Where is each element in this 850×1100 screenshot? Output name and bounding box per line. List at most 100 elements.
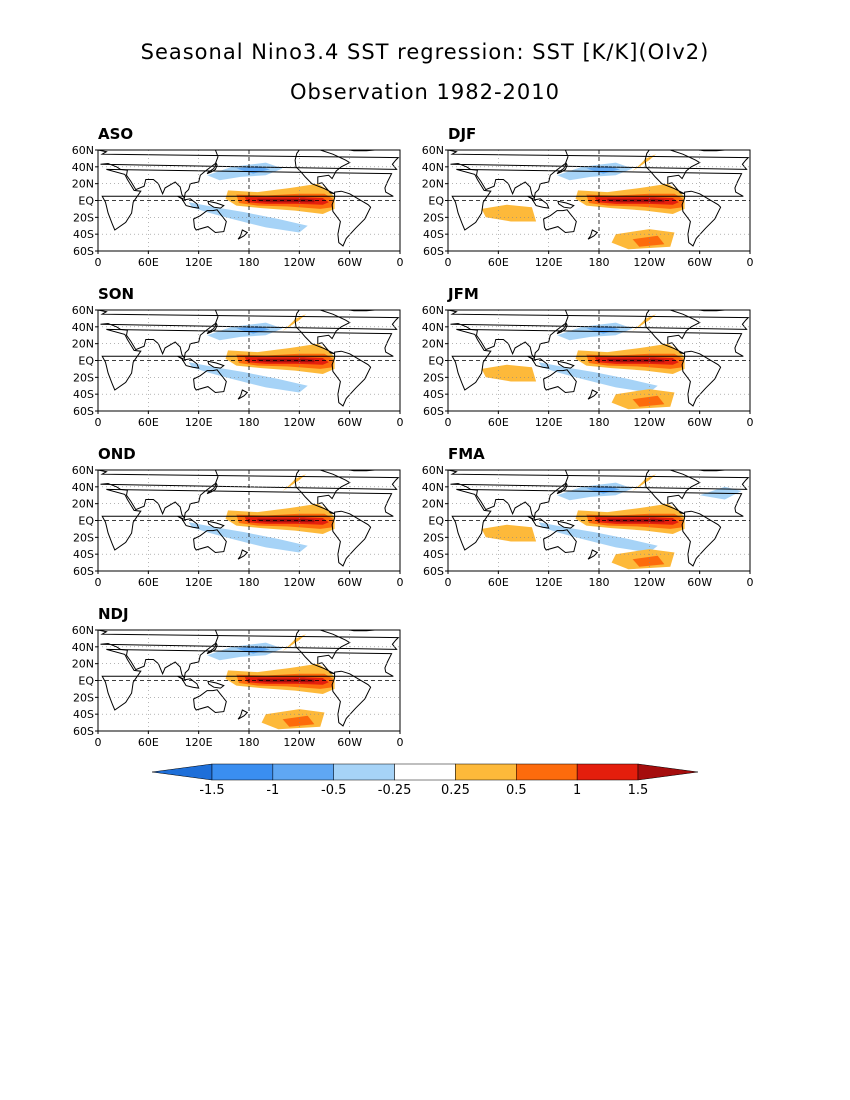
- lon-tick-label: 60E: [138, 576, 159, 589]
- lon-tick-label: 60E: [488, 576, 509, 589]
- panel-label: NDJ: [98, 605, 129, 623]
- coastline-japan: [556, 162, 568, 175]
- cool-nw-pacific-shading: [586, 486, 620, 494]
- panel-label: DJF: [448, 125, 477, 143]
- coastline-africa: [101, 648, 394, 711]
- coastline-nz: [587, 549, 599, 560]
- lat-tick-label: 60S: [73, 245, 94, 258]
- lat-tick-label: 60N: [422, 304, 444, 317]
- panel-aso: ASO 60N 40N 20N EQ 20S 40S 60S 0 60E 120E 180 120W 6…: [62, 125, 404, 269]
- lat-tick-label: EQ: [428, 355, 444, 368]
- coastline-borneo-ng: [557, 360, 575, 369]
- lat-tick-label: 20S: [73, 371, 94, 384]
- lon-tick-label: 180: [239, 416, 260, 429]
- warm-ne-pacific-shading: [632, 474, 656, 491]
- lon-tick-label: 0: [445, 576, 452, 589]
- lat-tick-label: 60N: [72, 304, 94, 317]
- warm-ne-pacific-shading: [632, 154, 656, 171]
- coastline-africa: [451, 488, 744, 551]
- lon-tick-label: 0: [95, 736, 102, 749]
- lat-tick-label: 60S: [73, 725, 94, 738]
- lat-tick-label: 20S: [73, 531, 94, 544]
- lon-tick-label: 0: [95, 416, 102, 429]
- warm-indian-shading: [481, 204, 537, 222]
- lon-tick-label: 60W: [337, 256, 362, 269]
- coastline-borneo-ng: [207, 520, 225, 529]
- coastline-eurasia: [98, 310, 400, 360]
- lat-tick-label: 20N: [72, 338, 94, 351]
- cool-sw-pacific-shading: [188, 522, 308, 553]
- colorbar-high-extension: [637, 763, 699, 781]
- lon-tick-label: 0: [747, 416, 754, 429]
- colorbar-label: 1.5: [628, 783, 649, 798]
- warm-ne-pacific-shading: [282, 474, 306, 491]
- coastline-nz: [237, 389, 249, 400]
- nino-warm-tongue-p15: [607, 358, 665, 363]
- nino-warm-tongue-p15: [257, 678, 315, 683]
- coastline-japan: [206, 162, 218, 175]
- nino-warm-tongue-p15: [607, 518, 665, 523]
- lat-tick-label: 20N: [72, 658, 94, 671]
- coastline-s-america: [331, 670, 372, 727]
- lat-tick-label: 40N: [422, 161, 444, 174]
- lon-tick-label: 0: [445, 256, 452, 269]
- coastline-australia: [543, 209, 577, 234]
- lon-tick-label: 180: [239, 256, 260, 269]
- cool-nw-pacific-shading: [586, 326, 620, 334]
- lat-tick-label: 20S: [423, 211, 444, 224]
- coastline-indonesia: [527, 515, 550, 529]
- colorbar-label: -0.25: [378, 783, 412, 798]
- lat-tick-label: 60N: [72, 624, 94, 637]
- lat-tick-label: 40S: [73, 548, 94, 561]
- lat-tick-label: 60S: [73, 405, 94, 418]
- lon-tick-label: 120W: [283, 256, 315, 269]
- coastline-japan: [556, 482, 568, 495]
- lat-tick-label: 20N: [422, 178, 444, 191]
- cool-nw-pacific-shading: [586, 166, 620, 174]
- lon-tick-label: 120E: [185, 576, 213, 589]
- lat-tick-label: 60S: [73, 565, 94, 578]
- lon-tick-label: 180: [589, 256, 610, 269]
- coastline-indonesia: [177, 515, 200, 529]
- panel-label: SON: [98, 285, 135, 303]
- coastline-africa: [101, 168, 394, 231]
- lon-tick-label: 120W: [283, 736, 315, 749]
- lat-tick-label: 40S: [73, 708, 94, 721]
- lon-tick-label: 60W: [337, 736, 362, 749]
- lat-tick-label: 40S: [423, 228, 444, 241]
- coastline-indonesia: [527, 355, 550, 369]
- lat-tick-label: 40N: [422, 481, 444, 494]
- lat-tick-label: 40N: [72, 321, 94, 334]
- colorbar-label: 1: [573, 783, 581, 798]
- lon-tick-label: 0: [747, 256, 754, 269]
- cool-nw-pacific-shading: [236, 646, 270, 654]
- colorbar-segment: [455, 763, 517, 781]
- lat-tick-label: 60N: [72, 464, 94, 477]
- coastline-africa: [101, 328, 394, 391]
- coastline-japan: [206, 322, 218, 335]
- coastline-nz: [587, 389, 599, 400]
- lon-tick-label: 0: [445, 416, 452, 429]
- coastline-eurasia: [448, 470, 750, 520]
- colorbar-segment: [516, 763, 578, 781]
- lat-tick-label: 20N: [72, 178, 94, 191]
- coastline-s-america: [681, 350, 722, 407]
- colorbar-segment: [333, 763, 395, 781]
- lon-tick-label: 60W: [337, 416, 362, 429]
- lat-tick-label: 60S: [423, 565, 444, 578]
- lon-tick-label: 180: [589, 576, 610, 589]
- lat-tick-label: 20S: [73, 691, 94, 704]
- cool-sw-pacific-shading: [188, 202, 308, 233]
- nino-warm-tongue-p15: [257, 518, 315, 523]
- panel-label: JFM: [448, 285, 479, 303]
- panel-ond: OND 60N 40N 20N EQ 20S 40S 60S 0 60E 120E 180 120W 6…: [62, 445, 404, 589]
- coastline-borneo-ng: [557, 200, 575, 209]
- lon-tick-label: 120W: [633, 256, 665, 269]
- lon-tick-label: 0: [397, 256, 404, 269]
- panel-djf: DJF 60N 40N 20N EQ 20S 40S 60S 0 60E 120E 180 120W 6…: [412, 125, 754, 269]
